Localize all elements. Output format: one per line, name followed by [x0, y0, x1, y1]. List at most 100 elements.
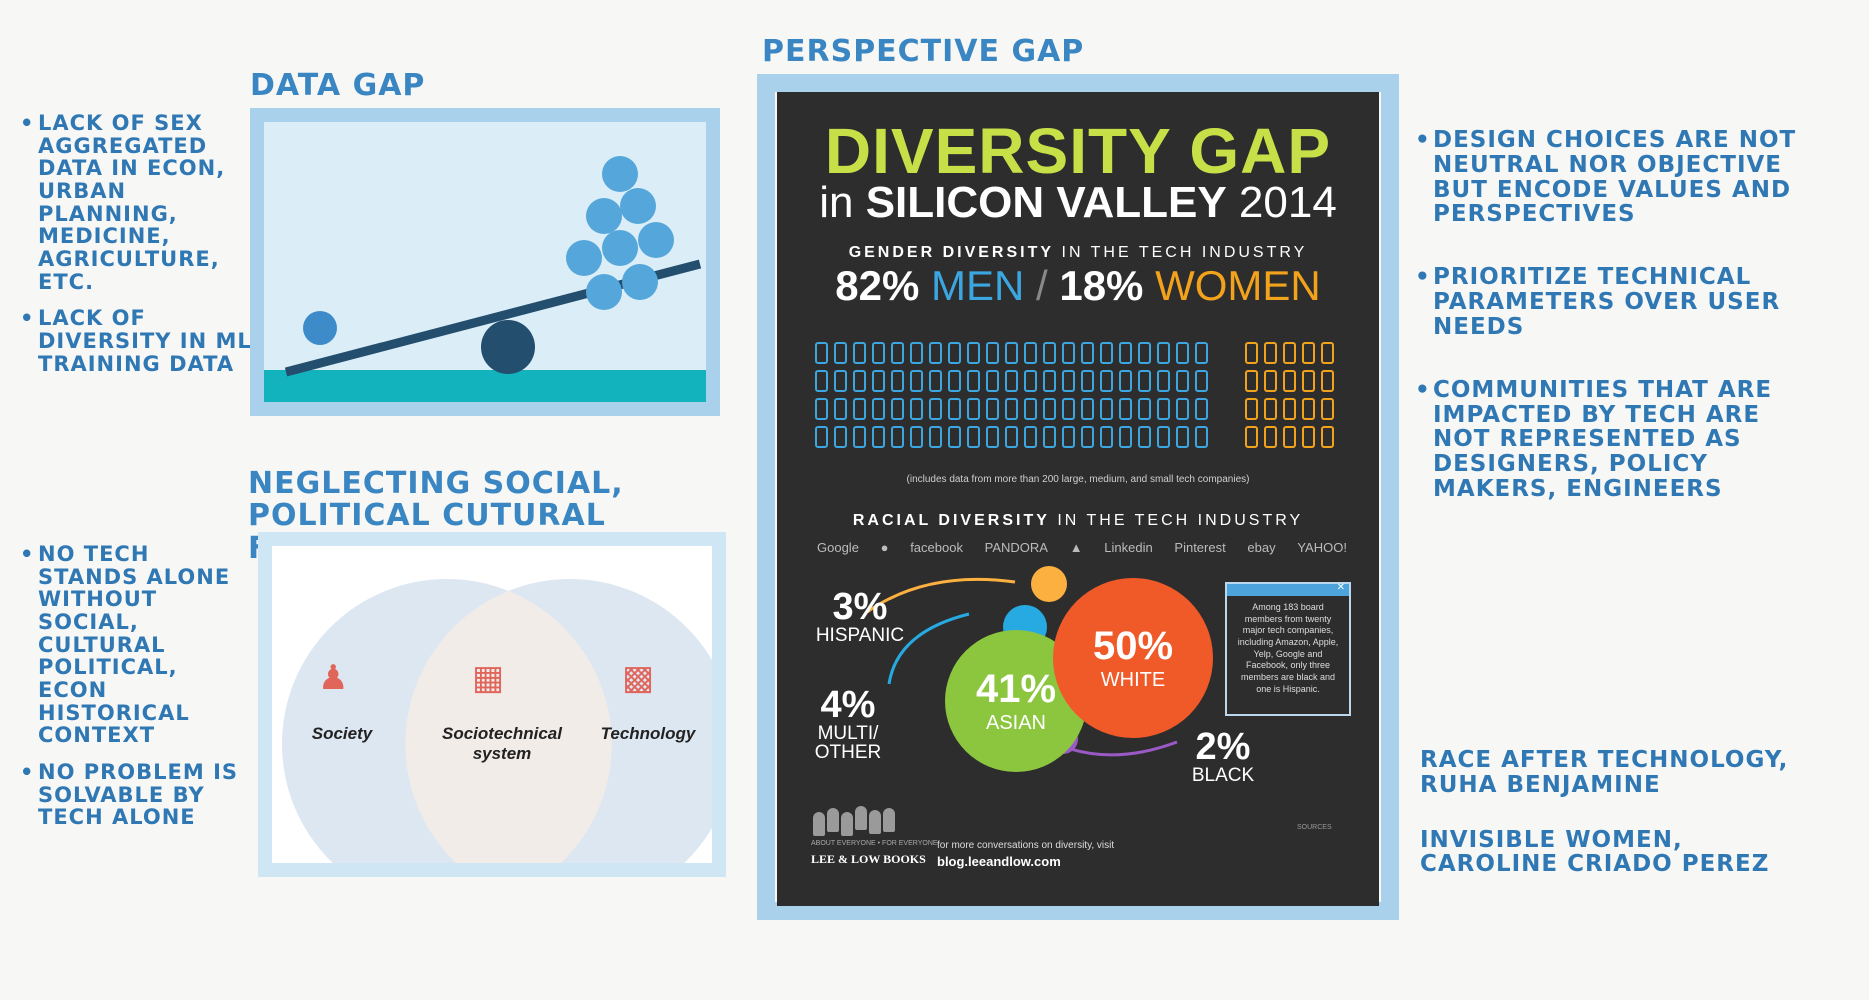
male-phone-icon: [1062, 398, 1075, 420]
gender-note: (includes data from more than 200 large,…: [906, 474, 1250, 485]
venn-label-technology: Technology: [600, 724, 696, 743]
female-phone-icon: [1283, 398, 1296, 420]
male-phone-icon: [853, 398, 866, 420]
neglecting-heading: NEGLECTING SOCIAL, POLITICAL CUTURAL FAC…: [248, 466, 624, 564]
female-phone-icon: [1321, 370, 1334, 392]
male-phone-icon: [834, 370, 847, 392]
perspective-note: PRIORITIZE TECHNICAL PARAMETERS OVER USE…: [1415, 265, 1815, 340]
seesaw-fulcrum: [481, 320, 535, 374]
male-phone-icon: [853, 342, 866, 364]
men-icon-grid: [815, 342, 1208, 448]
apple-icon: ●: [880, 540, 889, 555]
venn-label-sociotechnical: Sociotechnical system: [442, 724, 562, 763]
female-phone-icon: [1264, 398, 1277, 420]
publisher-name: LEE & LOW BOOKS: [811, 852, 926, 866]
data-gap-heading: DATA GAP: [250, 68, 426, 103]
male-phone-icon: [948, 342, 961, 364]
male-phone-icon: [1005, 370, 1018, 392]
multi-label: 4% MULTI/ OTHER: [814, 684, 882, 763]
male-phone-icon: [948, 370, 961, 392]
male-phone-icon: [1062, 426, 1075, 448]
company-logos: Google ● facebook PANDORA ▲ Linkedin Pin…: [817, 540, 1347, 555]
female-phone-icon: [1302, 426, 1315, 448]
male-phone-icon: [1157, 426, 1170, 448]
female-phone-icon: [1245, 370, 1258, 392]
male-phone-icon: [1195, 342, 1208, 364]
venn-intersection: [405, 591, 612, 863]
male-phone-icon: [948, 426, 961, 448]
male-phone-icon: [1081, 426, 1094, 448]
seesaw-illustration: [264, 156, 706, 402]
male-phone-icon: [834, 398, 847, 420]
male-phone-icon: [1119, 370, 1132, 392]
male-phone-icon: [853, 370, 866, 392]
male-phone-icon: [834, 426, 847, 448]
female-phone-icon: [1245, 342, 1258, 364]
infographic-subtitle: in SILICON VALLEY 2014: [819, 178, 1337, 227]
male-phone-icon: [872, 426, 885, 448]
male-phone-icon: [1176, 370, 1189, 392]
male-phone-icon: [815, 426, 828, 448]
reference-item: INVISIBLE WOMEN, CAROLINE CRIADO PEREZ: [1420, 826, 1770, 878]
male-phone-icon: [1081, 342, 1094, 364]
twitter-bird-icon: ▲: [1069, 540, 1083, 555]
male-phone-icon: [929, 370, 942, 392]
male-phone-icon: [834, 342, 847, 364]
hispanic-dot: [1031, 566, 1067, 602]
perspective-note: DESIGN CHOICES ARE NOT NEUTRAL NOR OBJEC…: [1415, 128, 1815, 227]
male-phone-icon: [1138, 426, 1151, 448]
references: RACE AFTER TECHNOLOGY, RUHA BENJAMINE IN…: [1420, 748, 1820, 877]
neglecting-note: NO PROBLEM IS SOLVABLE BY TECH ALONE: [20, 761, 250, 829]
male-phone-icon: [1081, 398, 1094, 420]
female-phone-icon: [1264, 426, 1277, 448]
logo-pinterest: Pinterest: [1174, 540, 1226, 555]
poster-frame: [757, 74, 1399, 920]
black-label: 2% BLACK: [1191, 726, 1255, 786]
female-phone-icon: [1321, 342, 1334, 364]
board-note-window: ✕ Among 183 board members from twenty ma…: [1225, 582, 1351, 716]
male-phone-icon: [815, 370, 828, 392]
male-phone-icon: [967, 398, 980, 420]
chip-people-icon: ▦: [472, 658, 505, 698]
window-titlebar: ✕: [1227, 582, 1349, 596]
male-phone-icon: [1043, 398, 1056, 420]
female-phone-icon: [1283, 370, 1296, 392]
female-phone-icon: [1245, 426, 1258, 448]
male-phone-icon: [1119, 342, 1132, 364]
neglecting-note: NO TECH STANDS ALONE WITHOUT SOCIAL, CUL…: [20, 543, 250, 747]
male-phone-icon: [1081, 370, 1094, 392]
publisher-tag: ABOUT EVERYONE • FOR EVERYONE: [811, 840, 938, 847]
male-phone-icon: [1043, 342, 1056, 364]
male-phone-icon: [815, 398, 828, 420]
board-note-text: Among 183 board members from twenty majo…: [1237, 602, 1339, 694]
female-phone-icon: [1302, 342, 1315, 364]
data-gap-note: LACK OF SEX AGGREGATED DATA IN ECON, URB…: [20, 112, 260, 293]
male-phone-icon: [891, 342, 904, 364]
male-phone-icon: [1100, 398, 1113, 420]
footer-url[interactable]: blog.leeandlow.com: [937, 854, 1061, 869]
logo-pandora: PANDORA: [984, 540, 1048, 555]
race-connectors: [866, 566, 1178, 757]
male-phone-icon: [986, 370, 999, 392]
male-phone-icon: [1195, 398, 1208, 420]
male-phone-icon: [986, 342, 999, 364]
female-phone-icon: [1264, 342, 1277, 364]
male-phone-icon: [891, 398, 904, 420]
neglecting-notes: NO TECH STANDS ALONE WITHOUT SOCIAL, CUL…: [20, 543, 250, 843]
male-phone-icon: [1024, 370, 1037, 392]
male-phone-icon: [872, 370, 885, 392]
male-phone-icon: [1176, 342, 1189, 364]
male-phone-icon: [1043, 370, 1056, 392]
logo-facebook: facebook: [910, 540, 963, 555]
footer-text: for more conversations on diversity, vis…: [937, 840, 1115, 851]
small-weight: [303, 311, 337, 345]
male-phone-icon: [929, 342, 942, 364]
male-phone-icon: [929, 398, 942, 420]
male-phone-icon: [1138, 342, 1151, 364]
male-phone-icon: [891, 426, 904, 448]
male-phone-icon: [891, 370, 904, 392]
male-phone-icon: [1195, 370, 1208, 392]
female-phone-icon: [1302, 370, 1315, 392]
ground: [264, 370, 706, 402]
male-phone-icon: [815, 342, 828, 364]
